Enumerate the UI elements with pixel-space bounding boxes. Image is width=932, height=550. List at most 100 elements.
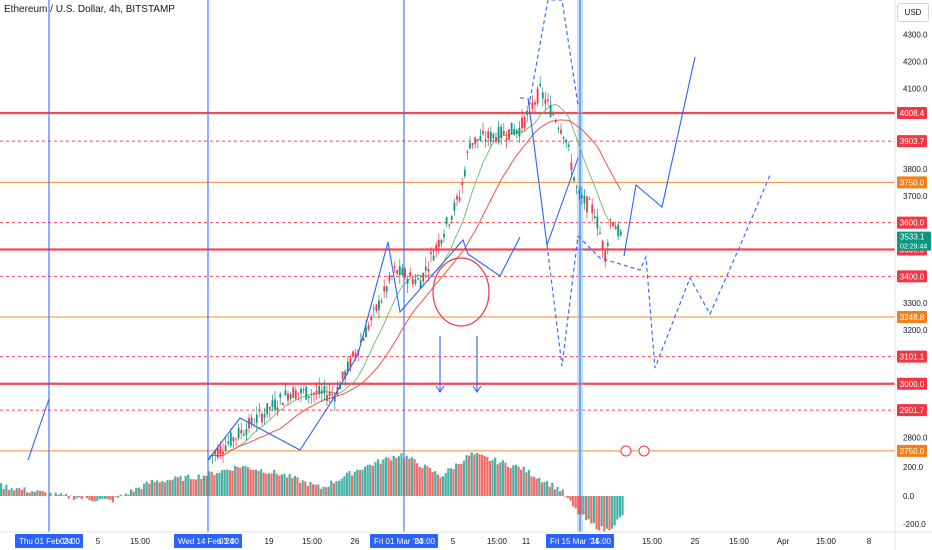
- histogram-bar: [189, 479, 192, 496]
- histogram-bar: [254, 469, 257, 496]
- candle-body: [450, 216, 453, 220]
- histogram-bar: [603, 496, 606, 532]
- candle-body: [331, 394, 334, 396]
- histogram-bar: [595, 496, 598, 530]
- price-tick-label: 3300.0: [903, 299, 928, 308]
- histogram-bar: [304, 481, 307, 496]
- candle-body: [323, 385, 326, 394]
- candle-body: [583, 195, 586, 204]
- histogram-bar: [197, 474, 200, 496]
- histogram-bar: [397, 456, 400, 496]
- histogram-bar: [210, 471, 213, 496]
- histogram-bar: [559, 491, 562, 496]
- histogram-bar: [5, 484, 8, 496]
- candle-body: [482, 131, 484, 134]
- candle-body: [541, 92, 544, 99]
- histogram-bar: [213, 475, 216, 496]
- histogram-bar: [163, 482, 166, 496]
- histogram-bar: [260, 469, 263, 496]
- down-arrow-head: [435, 385, 445, 393]
- histogram-bar: [460, 464, 463, 496]
- histogram-bar: [377, 459, 380, 496]
- time-tick-label: 11: [522, 537, 531, 546]
- candle-body: [536, 88, 539, 104]
- histogram-bar: [15, 488, 18, 496]
- candle-body: [370, 316, 373, 321]
- candle-body: [534, 102, 536, 105]
- histogram-bar: [577, 496, 580, 515]
- histogram-bar: [598, 496, 601, 531]
- candle-body: [422, 272, 425, 282]
- candle-body: [619, 231, 622, 236]
- candle-body: [437, 239, 440, 248]
- histogram-bar: [356, 469, 359, 496]
- histogram-bar: [395, 457, 398, 496]
- time-highlight-bg: [174, 534, 242, 548]
- candle-body: [432, 255, 435, 261]
- time-tick-label: 15:00: [642, 537, 663, 546]
- histogram-bar: [44, 492, 47, 496]
- histogram-bar: [551, 482, 554, 496]
- candle-body: [497, 126, 500, 143]
- histogram-bar: [322, 486, 325, 496]
- histogram-bar: [23, 487, 26, 496]
- histogram-bar: [241, 466, 244, 496]
- economic-event-icon: [620, 445, 632, 457]
- candle-body: [383, 286, 386, 292]
- histogram-bar: [275, 473, 278, 496]
- time-highlight-time: 03:00: [415, 537, 436, 546]
- candle-body: [391, 276, 393, 277]
- time-tick-label: 26: [351, 537, 360, 546]
- candle-body: [609, 225, 612, 226]
- candle-body: [604, 251, 607, 262]
- histogram-bar: [244, 465, 247, 496]
- histogram-bar: [457, 464, 460, 496]
- level-label-bg: [897, 350, 927, 363]
- histogram-bar: [621, 496, 624, 516]
- level-label-bg: [897, 135, 927, 148]
- time-highlight-label: Thu 01 Feb '24: [19, 537, 73, 546]
- level-label-bg: [897, 270, 927, 283]
- histogram-bar: [169, 480, 172, 496]
- candle-body: [315, 390, 318, 394]
- economic-event-icon: [638, 445, 650, 457]
- histogram-bar: [273, 469, 276, 496]
- histogram-bar: [332, 483, 335, 496]
- histogram-bar: [517, 466, 520, 496]
- level-label: 2750.0: [900, 447, 925, 456]
- histogram-bar: [423, 464, 426, 496]
- level-label-bg: [897, 176, 927, 189]
- price-tick-label: 3800.0: [903, 165, 928, 174]
- time-highlight-time: 15:00: [591, 537, 612, 546]
- candle-body: [307, 396, 310, 398]
- histogram-bar: [13, 490, 16, 496]
- histogram-bar: [249, 469, 252, 496]
- currency-button[interactable]: USD: [897, 3, 929, 22]
- histogram-bar: [325, 487, 328, 496]
- histogram-bar: [59, 493, 62, 496]
- histogram-bar: [613, 496, 616, 526]
- candle-body: [518, 127, 521, 137]
- candle-body: [216, 448, 219, 458]
- time-tick-label: 15:00: [729, 537, 750, 546]
- candle-body: [466, 151, 469, 153]
- histogram-bar: [0, 483, 3, 496]
- price-tick-label: 2800.0: [903, 433, 928, 442]
- histogram-bar: [280, 474, 283, 496]
- candle-body: [614, 227, 617, 230]
- histogram-bar: [65, 493, 68, 496]
- candle-body: [586, 196, 588, 213]
- histogram-bar: [413, 459, 416, 496]
- histogram-bar: [161, 480, 164, 496]
- candle-body: [458, 197, 461, 201]
- histogram-bar: [361, 469, 364, 496]
- histogram-bar: [504, 462, 507, 496]
- histogram-bar: [301, 480, 304, 496]
- histogram-bar: [202, 475, 205, 496]
- candle-body: [292, 387, 295, 398]
- current-price-countdown: 02:29:44: [900, 244, 927, 251]
- trend-path: [27, 398, 50, 461]
- histogram-bar: [114, 496, 117, 497]
